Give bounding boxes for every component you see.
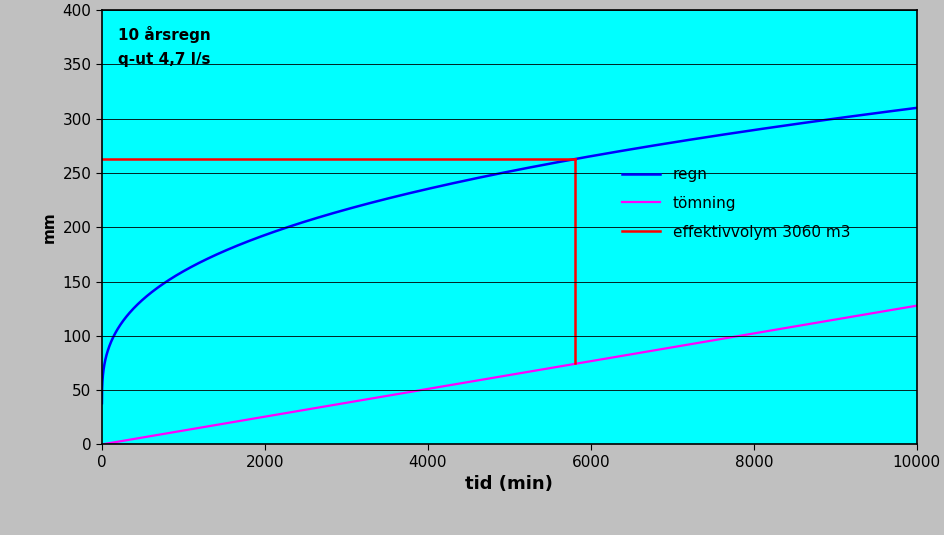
Y-axis label: mm: mm [42, 211, 57, 243]
Legend: regn, tömning, effektivvolym 3060 m3: regn, tömning, effektivvolym 3060 m3 [615, 161, 855, 246]
Text: 10 årsregn: 10 årsregn [118, 26, 211, 43]
X-axis label: tid (min): tid (min) [465, 476, 552, 493]
Text: q-ut 4,7 l/s: q-ut 4,7 l/s [118, 51, 211, 67]
